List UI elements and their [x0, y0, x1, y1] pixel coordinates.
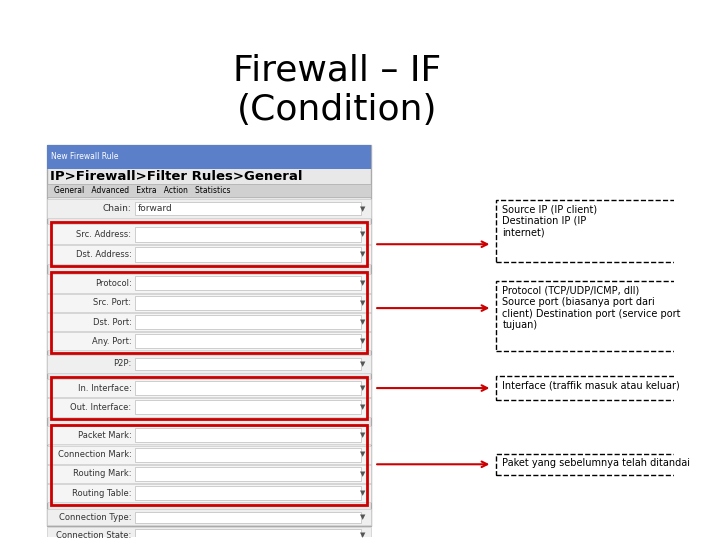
FancyBboxPatch shape [135, 202, 361, 215]
Text: ▼: ▼ [360, 490, 366, 496]
Text: Paket yang sebelumnya telah ditandai: Paket yang sebelumnya telah ditandai [503, 458, 690, 468]
FancyBboxPatch shape [135, 487, 361, 500]
FancyBboxPatch shape [135, 428, 361, 442]
FancyBboxPatch shape [48, 332, 371, 350]
Text: P2P:: P2P: [113, 360, 132, 368]
Text: ▼: ▼ [360, 433, 366, 438]
FancyBboxPatch shape [135, 511, 361, 523]
FancyBboxPatch shape [48, 199, 371, 219]
FancyBboxPatch shape [135, 226, 361, 241]
FancyBboxPatch shape [48, 245, 371, 264]
Text: Source IP (IP client)
Destination IP (IP
internet): Source IP (IP client) Destination IP (IP… [503, 204, 598, 238]
FancyBboxPatch shape [48, 446, 371, 464]
Text: Chain:: Chain: [103, 204, 132, 213]
Text: ▼: ▼ [360, 532, 366, 538]
FancyBboxPatch shape [48, 399, 371, 416]
FancyBboxPatch shape [48, 184, 371, 197]
Text: IP>Firewall>Filter Rules>General: IP>Firewall>Filter Rules>General [50, 170, 302, 183]
FancyBboxPatch shape [495, 281, 720, 351]
Text: In. Interface:: In. Interface: [78, 383, 132, 393]
Text: ▼: ▼ [360, 319, 366, 325]
FancyBboxPatch shape [495, 454, 720, 475]
Text: Interface (traffik masuk atau keluar): Interface (traffik masuk atau keluar) [503, 381, 680, 390]
Text: ▼: ▼ [360, 280, 366, 286]
FancyBboxPatch shape [135, 315, 361, 329]
Text: Routing Mark:: Routing Mark: [73, 469, 132, 478]
FancyBboxPatch shape [48, 145, 371, 526]
FancyBboxPatch shape [48, 527, 371, 540]
FancyBboxPatch shape [48, 294, 371, 312]
FancyBboxPatch shape [48, 465, 371, 483]
FancyBboxPatch shape [135, 334, 361, 348]
Text: Protocol (TCP/UDP/ICMP, dll)
Source port (biasanya port dari
client) Destination: Protocol (TCP/UDP/ICMP, dll) Source port… [503, 286, 681, 330]
FancyBboxPatch shape [48, 379, 371, 397]
Text: ▼: ▼ [360, 206, 366, 212]
Text: ▼: ▼ [360, 361, 366, 367]
Text: ▼: ▼ [360, 471, 366, 477]
Text: ▼: ▼ [360, 252, 366, 258]
Text: Src. Port:: Src. Port: [94, 298, 132, 307]
FancyBboxPatch shape [135, 448, 361, 462]
FancyBboxPatch shape [135, 358, 361, 370]
FancyBboxPatch shape [135, 296, 361, 310]
Text: Connection Mark:: Connection Mark: [58, 450, 132, 459]
FancyBboxPatch shape [135, 247, 361, 262]
Text: ▼: ▼ [360, 339, 366, 345]
FancyBboxPatch shape [48, 274, 371, 293]
FancyBboxPatch shape [48, 355, 371, 373]
FancyBboxPatch shape [135, 276, 361, 291]
Text: Dst. Port:: Dst. Port: [93, 318, 132, 327]
Text: New Firewall Rule: New Firewall Rule [50, 152, 118, 161]
Text: ▼: ▼ [360, 300, 366, 306]
Text: forward: forward [138, 204, 173, 213]
Text: Connection Type:: Connection Type: [59, 513, 132, 522]
FancyBboxPatch shape [495, 376, 720, 400]
Text: Packet Mark:: Packet Mark: [78, 431, 132, 440]
FancyBboxPatch shape [135, 529, 361, 540]
Text: ▼: ▼ [360, 451, 366, 457]
Text: ▼: ▼ [360, 515, 366, 521]
Text: Firewall – IF
(Condition): Firewall – IF (Condition) [233, 53, 441, 127]
Text: ▼: ▼ [360, 385, 366, 391]
Text: Dst. Address:: Dst. Address: [76, 250, 132, 259]
FancyBboxPatch shape [48, 313, 371, 331]
Text: Out. Interface:: Out. Interface: [71, 403, 132, 412]
Text: Routing Table:: Routing Table: [72, 489, 132, 498]
FancyBboxPatch shape [135, 467, 361, 481]
FancyBboxPatch shape [48, 426, 371, 444]
Text: General   Advanced   Extra   Action   Statistics: General Advanced Extra Action Statistics [54, 186, 230, 195]
FancyBboxPatch shape [135, 381, 361, 395]
FancyBboxPatch shape [48, 145, 371, 169]
FancyBboxPatch shape [48, 509, 371, 525]
FancyBboxPatch shape [48, 484, 371, 502]
Text: ▼: ▼ [360, 231, 366, 237]
Text: Protocol:: Protocol: [95, 279, 132, 288]
FancyBboxPatch shape [135, 401, 361, 414]
Text: ▼: ▼ [360, 404, 366, 410]
FancyBboxPatch shape [495, 200, 720, 262]
FancyBboxPatch shape [48, 224, 371, 244]
Text: Any. Port:: Any. Port: [92, 337, 132, 346]
Text: Src. Address:: Src. Address: [76, 230, 132, 239]
Text: Connection State:: Connection State: [56, 531, 132, 539]
